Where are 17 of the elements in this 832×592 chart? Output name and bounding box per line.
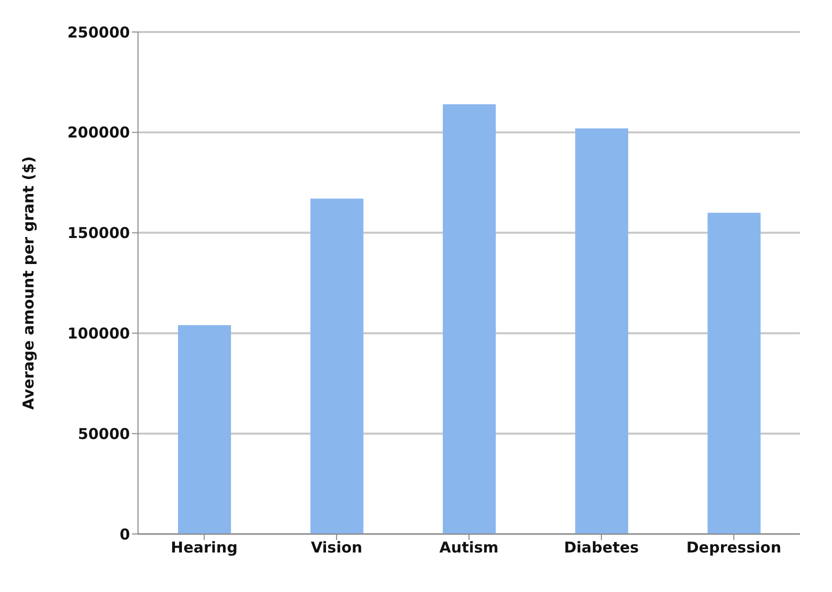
y-axis-title: Average amount per grant ($) bbox=[19, 156, 38, 410]
y-tick-label: 100000 bbox=[67, 324, 130, 343]
x-tick-label: Diabetes bbox=[564, 538, 639, 557]
y-tick-label: 50000 bbox=[78, 424, 130, 443]
y-tick-label: 250000 bbox=[67, 23, 130, 42]
x-tick-label: Hearing bbox=[170, 538, 238, 557]
y-tick-label: 200000 bbox=[67, 124, 130, 142]
bar bbox=[310, 198, 364, 534]
bar bbox=[575, 128, 628, 534]
bar bbox=[708, 212, 761, 534]
x-tick-label: Vision bbox=[310, 538, 362, 557]
bar bbox=[442, 104, 496, 534]
bar bbox=[178, 325, 231, 534]
x-tick-label: Autism bbox=[439, 538, 499, 557]
y-tick-label: 150000 bbox=[67, 224, 130, 242]
y-tick-label: 0 bbox=[120, 525, 130, 544]
x-tick-label: Depression bbox=[686, 538, 782, 557]
